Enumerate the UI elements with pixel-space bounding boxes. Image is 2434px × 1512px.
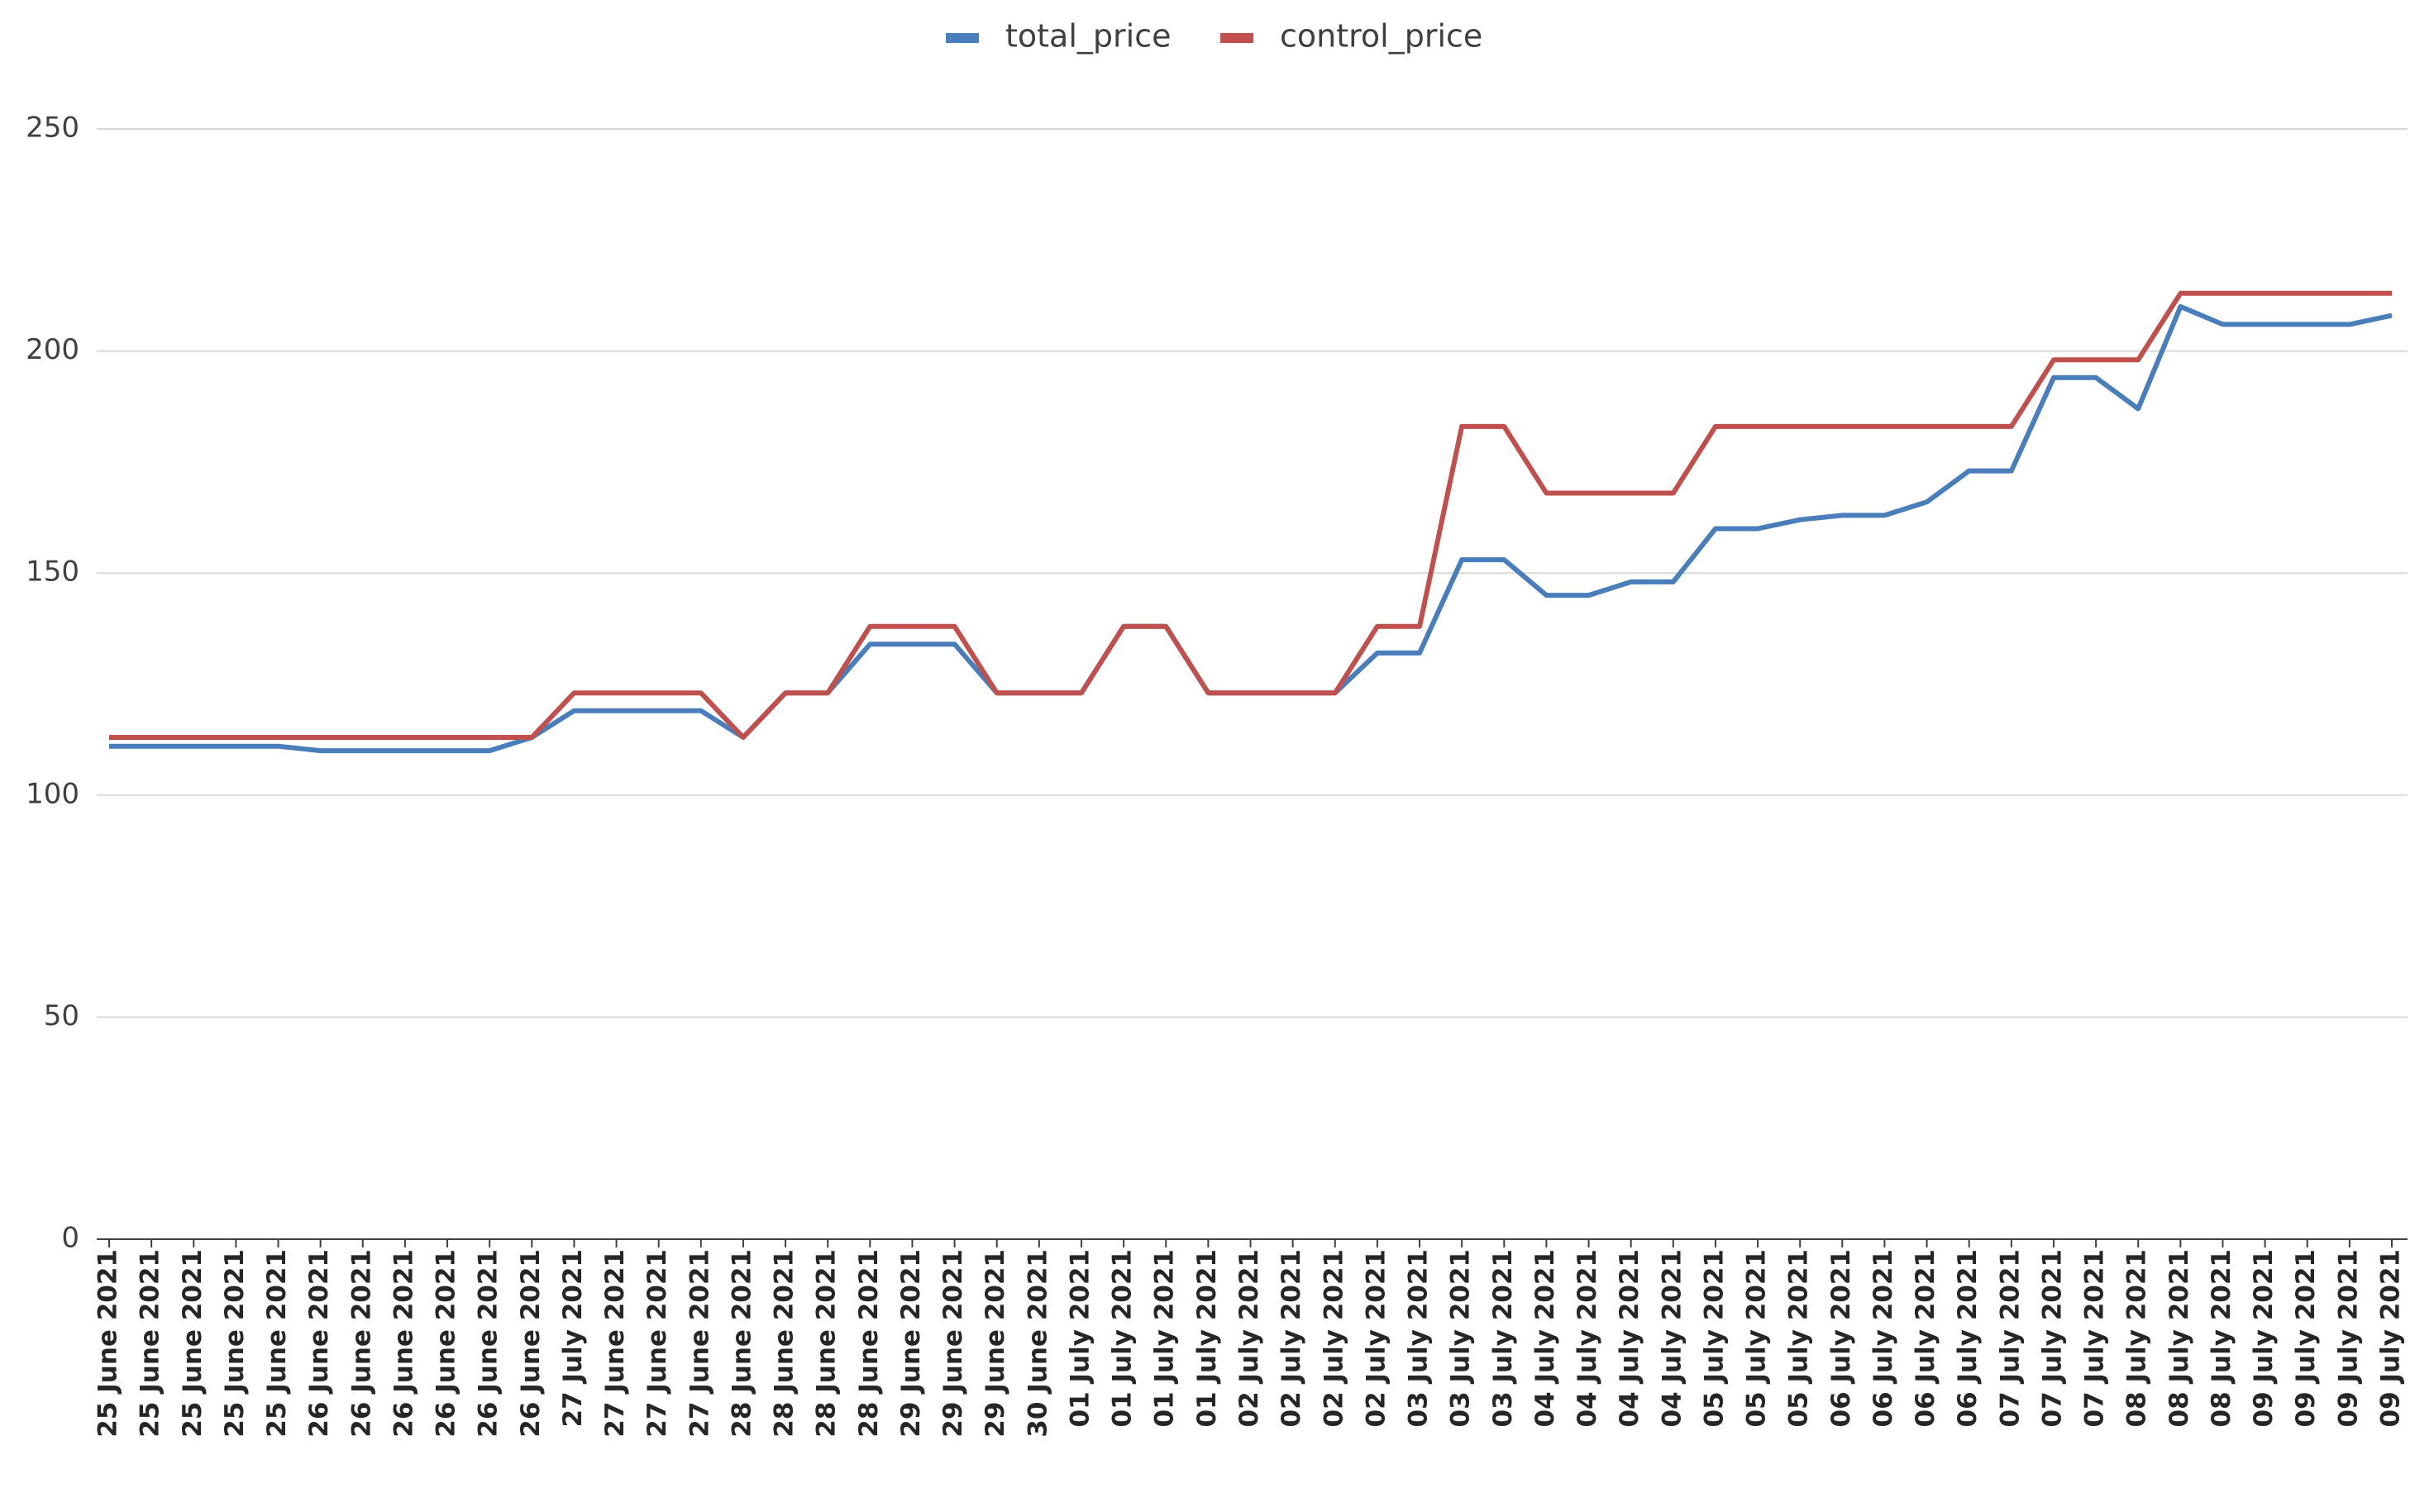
x-tick-label: 04 July 2021 xyxy=(1530,1249,1560,1427)
legend-swatch xyxy=(1220,33,1253,43)
x-tick-label: 27 June 2021 xyxy=(685,1249,714,1438)
x-tick-label: 05 July 2021 xyxy=(1742,1249,1772,1427)
x-tick-label: 25 June 2021 xyxy=(93,1249,123,1438)
x-tick-label: 01 July 2021 xyxy=(1192,1249,1222,1427)
x-tick-label: 07 July 2021 xyxy=(2037,1249,2067,1427)
x-tick-label: 26 June 2021 xyxy=(516,1249,546,1438)
y-tick-label: 250 xyxy=(26,112,79,145)
x-tick-label: 28 June 2021 xyxy=(727,1249,756,1438)
x-tick-label: 07 July 2021 xyxy=(2080,1249,2110,1427)
x-tick-label: 09 July 2021 xyxy=(2376,1249,2406,1427)
x-tick-label: 02 July 2021 xyxy=(1277,1249,1306,1427)
x-tick-label: 02 July 2021 xyxy=(1319,1249,1348,1427)
x-tick-label: 26 June 2021 xyxy=(474,1249,504,1438)
x-tick-label: 01 July 2021 xyxy=(1108,1249,1138,1427)
x-tick-label: 04 July 2021 xyxy=(1615,1249,1644,1427)
x-tick-label: 06 July 2021 xyxy=(1868,1249,1898,1427)
y-tick-label: 50 xyxy=(44,999,79,1033)
x-tick-label: 03 July 2021 xyxy=(1404,1249,1434,1427)
x-tick-label: 03 July 2021 xyxy=(1446,1249,1476,1427)
x-tick-label: 01 July 2021 xyxy=(1150,1249,1180,1427)
x-tick-label: 05 July 2021 xyxy=(1784,1249,1814,1427)
x-tick-label: 04 July 2021 xyxy=(1657,1249,1687,1427)
x-tick-label: 30 June 2021 xyxy=(1023,1249,1052,1438)
x-tick-label: 26 June 2021 xyxy=(304,1249,334,1438)
x-tick-label: 02 July 2021 xyxy=(1234,1249,1264,1427)
legend-label: control_price xyxy=(1280,18,1482,55)
x-tick-label: 05 July 2021 xyxy=(1699,1249,1729,1427)
series-line xyxy=(109,290,2392,740)
x-tick-label: 03 July 2021 xyxy=(1488,1249,1518,1427)
y-tick-label: 100 xyxy=(26,777,79,810)
x-tick-label: 08 July 2021 xyxy=(2122,1249,2152,1427)
x-tick-label: 29 June 2021 xyxy=(981,1249,1010,1438)
y-tick-label: 0 xyxy=(61,1222,79,1255)
x-tick-label: 26 June 2021 xyxy=(346,1249,376,1438)
x-tick-label: 27 July 2021 xyxy=(558,1249,588,1427)
x-tick-label: 06 July 2021 xyxy=(1953,1249,1983,1427)
x-tick-label: 04 July 2021 xyxy=(1573,1249,1602,1427)
x-tick-label: 02 July 2021 xyxy=(1361,1249,1391,1427)
x-tick-label: 29 June 2021 xyxy=(896,1249,926,1438)
x-tick-label: 28 June 2021 xyxy=(854,1249,884,1438)
x-tick-label: 26 June 2021 xyxy=(389,1249,418,1438)
y-tick-label: 150 xyxy=(26,556,79,589)
x-tick-label: 28 June 2021 xyxy=(812,1249,842,1438)
y-tick-label: 200 xyxy=(26,333,79,366)
x-tick-label: 07 July 2021 xyxy=(1995,1249,2025,1427)
x-tick-label: 25 June 2021 xyxy=(220,1249,250,1438)
x-tick-label: 29 June 2021 xyxy=(938,1249,968,1438)
x-tick-label: 06 July 2021 xyxy=(1826,1249,1856,1427)
legend-swatch xyxy=(946,33,979,43)
x-tick-label: 08 July 2021 xyxy=(2207,1249,2236,1427)
x-tick-label: 25 June 2021 xyxy=(136,1249,165,1438)
x-tick-label: 27 June 2021 xyxy=(642,1249,672,1438)
x-tick-label: 25 June 2021 xyxy=(178,1249,208,1438)
x-tick-label: 27 June 2021 xyxy=(600,1249,630,1438)
x-tick-label: 25 June 2021 xyxy=(262,1249,292,1438)
legend-label: total_price xyxy=(1005,18,1171,55)
x-tick-label: 09 July 2021 xyxy=(2249,1249,2279,1427)
x-tick-label: 01 July 2021 xyxy=(1065,1249,1095,1427)
x-tick-label: 08 July 2021 xyxy=(2164,1249,2194,1427)
x-tick-label: 06 July 2021 xyxy=(1911,1249,1940,1427)
x-tick-label: 09 July 2021 xyxy=(2291,1249,2321,1427)
x-tick-label: 09 July 2021 xyxy=(2333,1249,2363,1427)
x-tick-label: 28 June 2021 xyxy=(770,1249,799,1438)
x-tick-label: 26 June 2021 xyxy=(432,1249,461,1438)
series-line xyxy=(109,303,2393,754)
